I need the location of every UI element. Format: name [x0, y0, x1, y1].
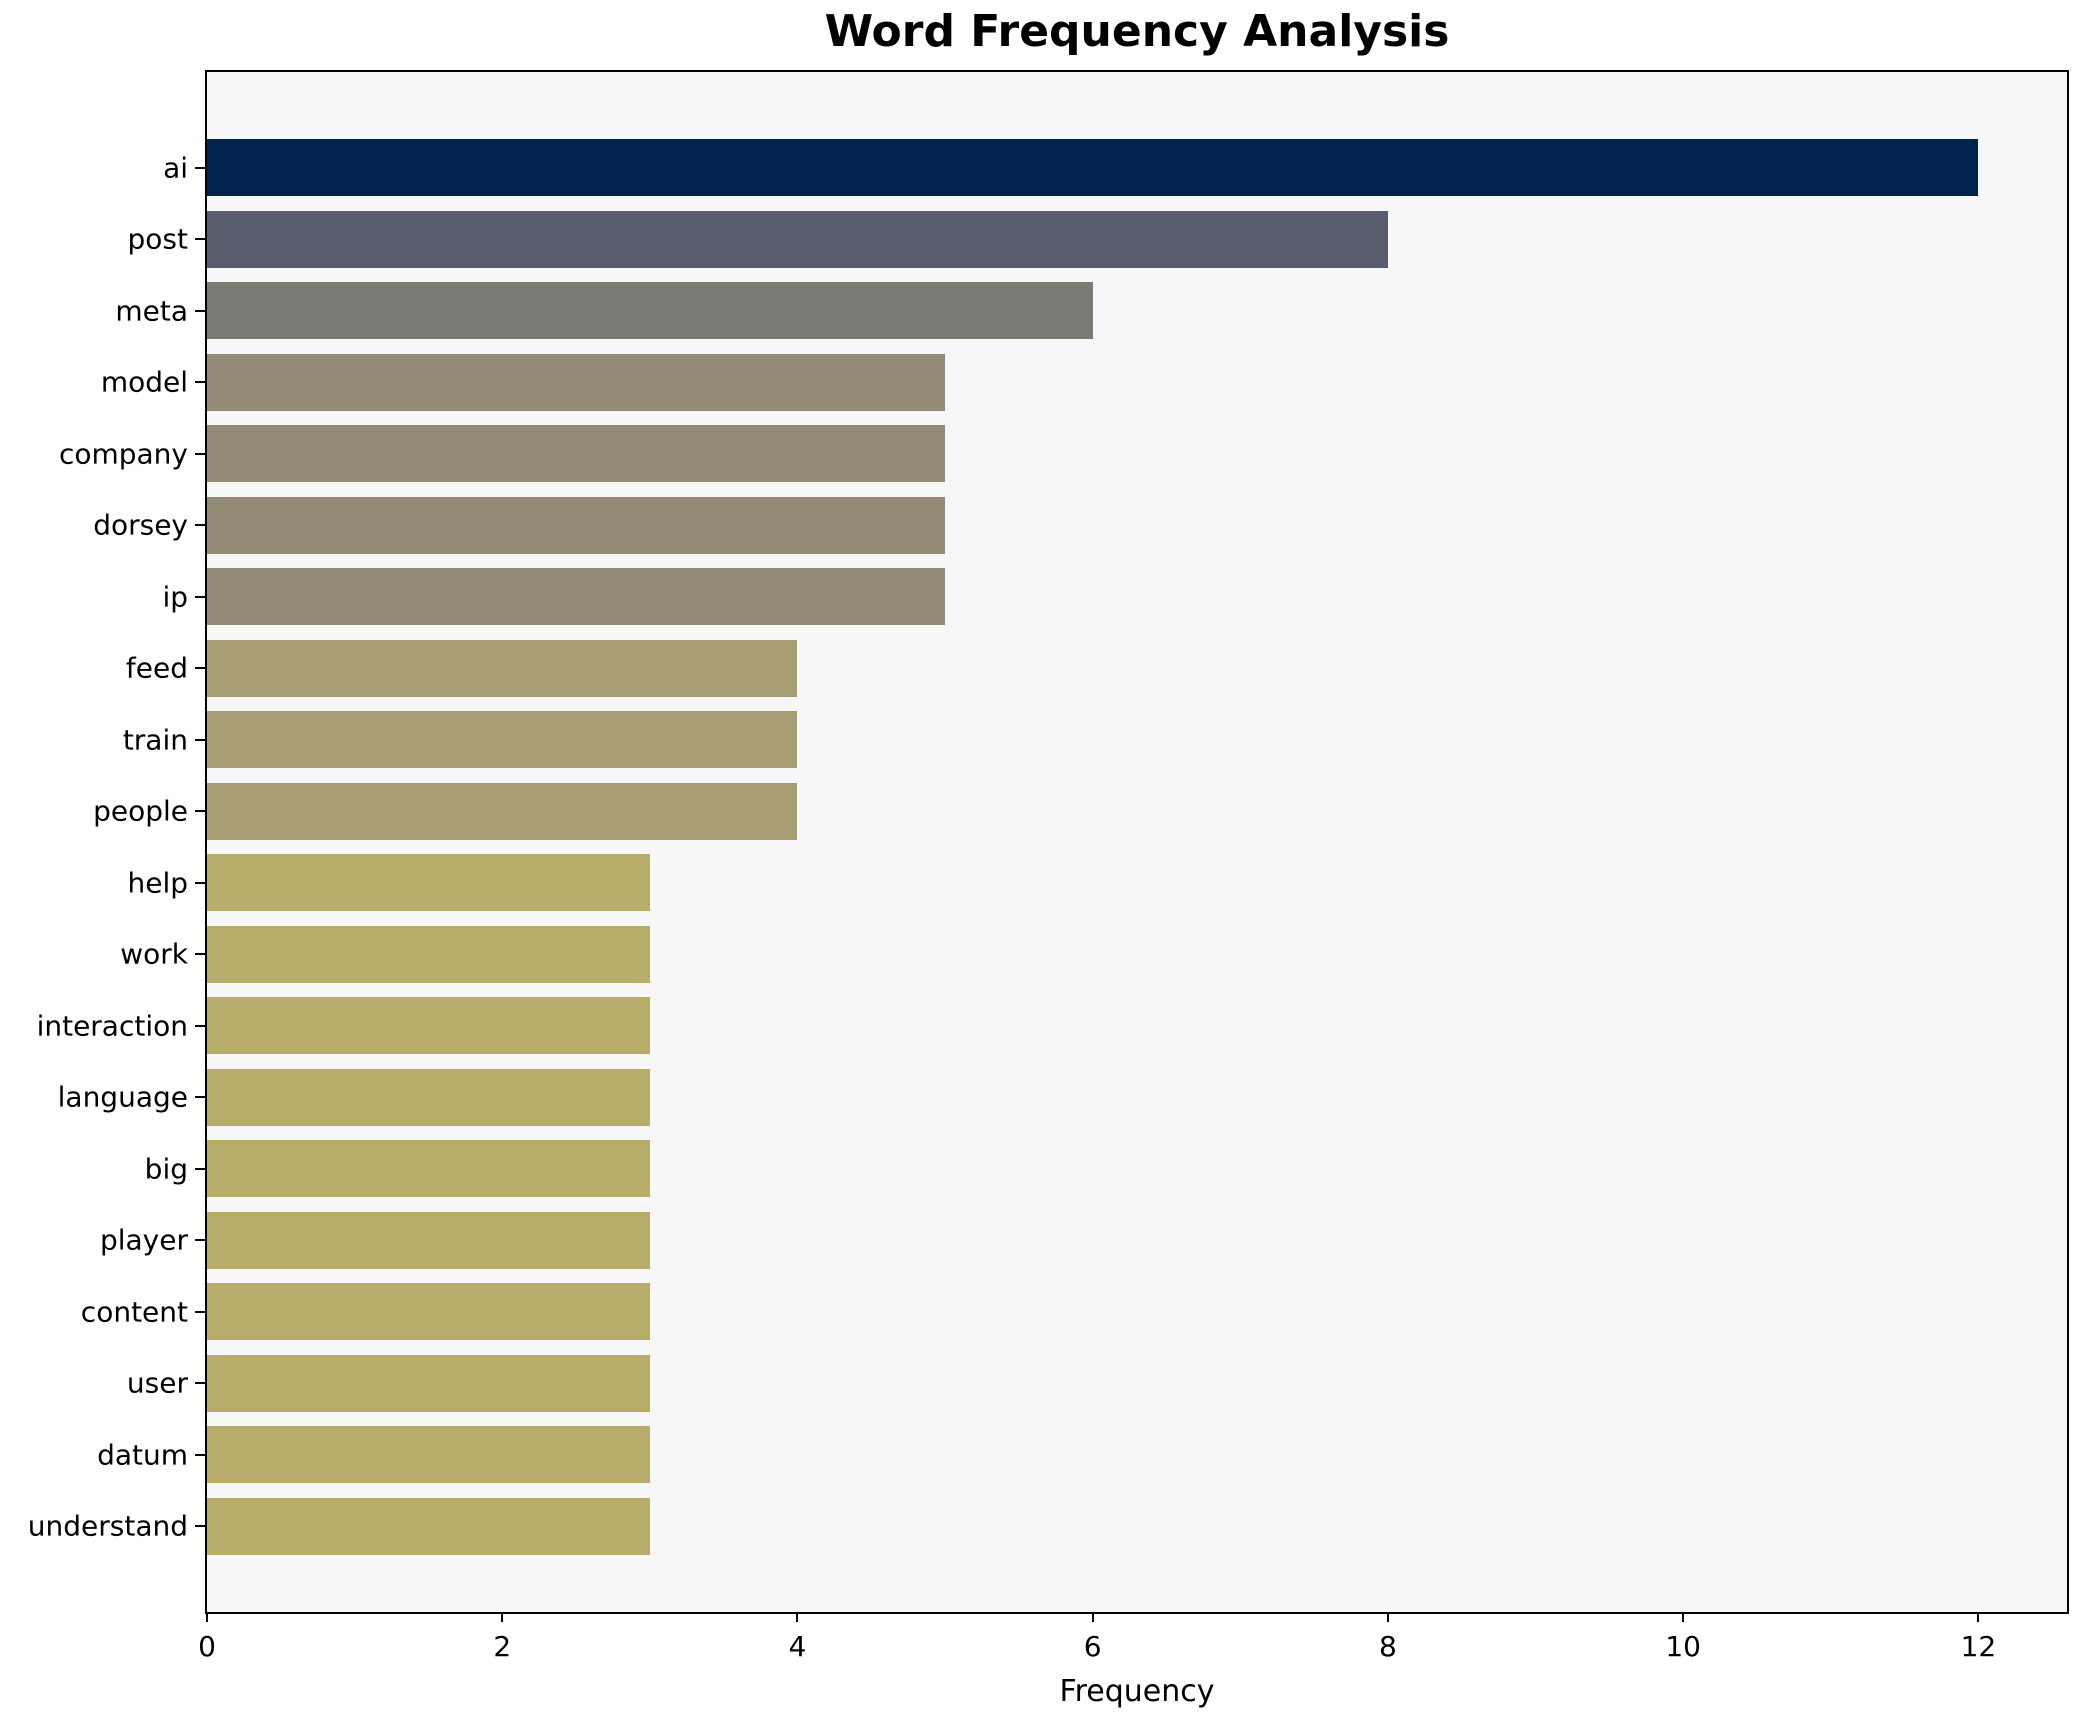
bar-post: [207, 210, 1388, 268]
x-tick-mark: [1091, 1612, 1094, 1622]
y-tick-label: company: [58, 437, 188, 471]
y-tick-label: feed: [125, 651, 188, 685]
bar-understand: [207, 1497, 650, 1555]
y-tick-mark: [195, 1024, 205, 1027]
y-tick-mark: [195, 238, 205, 241]
y-tick-label: train: [122, 723, 188, 757]
bar-feed: [207, 639, 798, 697]
bar-company: [207, 425, 946, 483]
y-tick-mark: [195, 452, 205, 455]
y-tick-mark: [195, 381, 205, 384]
x-tick-label: 4: [788, 1630, 807, 1663]
y-tick-mark: [195, 1453, 205, 1456]
y-tick-label: interaction: [36, 1009, 188, 1043]
y-tick-mark: [195, 595, 205, 598]
y-tick-mark: [195, 667, 205, 670]
y-tick-label: player: [99, 1223, 188, 1257]
x-tick-mark: [1977, 1612, 1980, 1622]
x-tick-mark: [1386, 1612, 1389, 1622]
x-tick-mark: [501, 1612, 504, 1622]
x-tick-mark: [1682, 1612, 1685, 1622]
y-tick-mark: [195, 1310, 205, 1313]
y-tick-label: people: [93, 794, 188, 828]
bar-ip: [207, 568, 946, 626]
chart-title: Word Frequency Analysis: [824, 6, 1450, 57]
bar-work: [207, 925, 650, 983]
y-tick-mark: [195, 810, 205, 813]
bar-big: [207, 1140, 650, 1198]
y-tick-mark: [195, 1239, 205, 1242]
y-tick-mark: [195, 1525, 205, 1528]
bar-player: [207, 1211, 650, 1269]
bar-user: [207, 1354, 650, 1412]
bar-language: [207, 1068, 650, 1126]
y-tick-mark: [195, 524, 205, 527]
y-tick-label: ip: [162, 580, 188, 614]
x-tick-mark: [796, 1612, 799, 1622]
y-tick-mark: [195, 953, 205, 956]
bar-model: [207, 353, 946, 411]
y-tick-mark: [195, 1096, 205, 1099]
x-tick-label: 0: [198, 1630, 216, 1663]
bar-datum: [207, 1426, 650, 1484]
bar-meta: [207, 282, 1093, 340]
bar-interaction: [207, 997, 650, 1055]
y-tick-mark: [195, 738, 205, 741]
y-axis-labels: ai post meta model company dorsey ip feed train p…: [0, 72, 188, 1612]
y-tick-label: ai: [163, 151, 188, 185]
y-tick-label: model: [100, 365, 188, 399]
x-tick-label: 2: [493, 1630, 512, 1663]
bar-dorsey: [207, 496, 946, 554]
y-tick-label: meta: [115, 294, 188, 328]
y-tick-mark: [195, 1167, 205, 1170]
y-tick-mark: [195, 309, 205, 312]
y-tick-mark: [195, 166, 205, 169]
y-tick-label: dorsey: [93, 508, 188, 542]
y-tick-label: user: [126, 1366, 188, 1400]
bar-train: [207, 711, 798, 769]
bar-help: [207, 854, 650, 912]
x-tick-label: 6: [1083, 1630, 1102, 1663]
y-tick-label: help: [127, 866, 188, 900]
x-tick-mark: [206, 1612, 208, 1622]
y-tick-label: content: [80, 1295, 188, 1329]
y-tick-label: post: [127, 222, 188, 256]
x-tick-label: 8: [1379, 1630, 1397, 1663]
bar-content: [207, 1283, 650, 1341]
y-tick-label: datum: [97, 1438, 188, 1472]
y-tick-label: language: [57, 1080, 188, 1114]
y-tick-label: understand: [27, 1509, 188, 1543]
x-tick-label: 12: [1960, 1630, 1997, 1663]
bar-people: [207, 782, 798, 840]
bar-ai: [207, 139, 1979, 197]
x-tick-label: 10: [1665, 1630, 1702, 1663]
x-axis-label: Frequency: [1059, 1674, 1215, 1709]
y-tick-label: big: [144, 1152, 188, 1186]
y-tick-mark: [195, 881, 205, 884]
y-tick-mark: [195, 1382, 205, 1385]
y-tick-label: work: [120, 937, 188, 971]
plot-area: [205, 70, 2069, 1614]
